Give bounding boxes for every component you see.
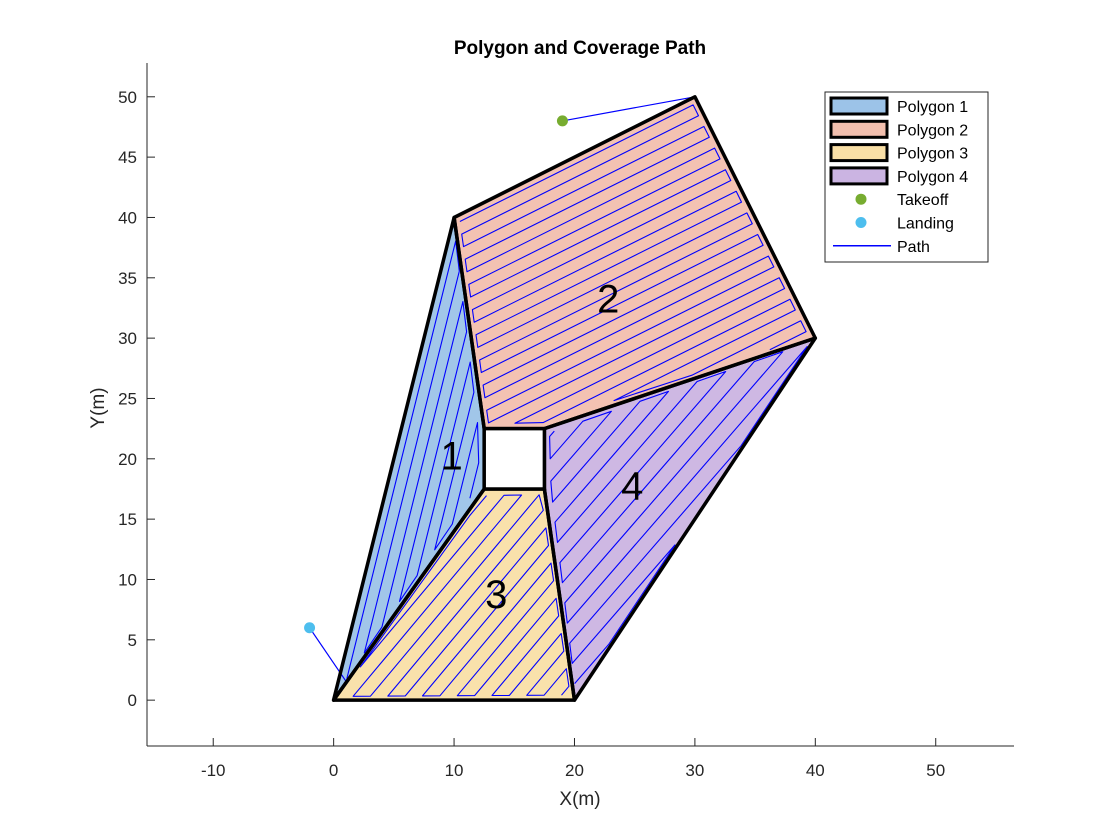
obstacle-square [482, 426, 547, 491]
y-tick-label: 10 [118, 570, 137, 589]
chart-title: Polygon and Coverage Path [454, 38, 706, 59]
y-tick-label: 5 [128, 631, 137, 650]
coverage-path-polygon-4 [549, 346, 808, 684]
y-tick-label: 30 [118, 329, 137, 348]
x-tick-label: 50 [926, 761, 945, 780]
x-axis-label: X(m) [559, 789, 600, 810]
y-tick-label: 25 [118, 389, 137, 408]
legend-swatch-polygon-4 [829, 166, 889, 186]
polygon-2-label: 2 [597, 277, 619, 321]
legend-marker-landing [855, 217, 867, 228]
legend-swatch-polygon-3 [829, 143, 889, 163]
x-tick-label: 40 [806, 761, 825, 780]
x-tick-label: 30 [685, 761, 704, 780]
legend-label-polygon-2: Polygon 2 [897, 122, 968, 139]
y-tick-label: 50 [118, 88, 137, 107]
takeoff-connector-path [562, 96, 696, 122]
polygon-1-label: 1 [441, 434, 463, 478]
landing-marker [304, 622, 316, 634]
legend-swatch-polygon-1 [829, 96, 889, 116]
polygon-4-fill [544, 338, 816, 701]
coverage-path-polygon-3 [352, 494, 570, 697]
legend-label-landing: Landing [897, 216, 954, 233]
y-tick-label: 0 [128, 691, 137, 710]
y-tick-label: 45 [118, 148, 137, 167]
legend-label-polygon-1: Polygon 1 [897, 99, 968, 116]
legend-swatch-polygon-2 [829, 119, 889, 139]
legend-label-path: Path [897, 239, 930, 256]
polygon-3-label: 3 [485, 573, 507, 617]
y-tick-label: 35 [118, 269, 137, 288]
x-tick-label: 0 [329, 761, 338, 780]
legend-label-polygon-4: Polygon 4 [897, 169, 968, 186]
y-axis-label: Y(m) [88, 387, 109, 428]
polygon-4-label: 4 [621, 465, 643, 509]
x-tick-label: 10 [445, 761, 464, 780]
legend: Polygon 1 Polygon 2 Polygon 3 Polygon 4 Take… [824, 91, 989, 263]
coverage-path-polygon-2 [459, 104, 807, 424]
x-tick-label: 20 [565, 761, 584, 780]
y-tick-label: 20 [118, 450, 137, 469]
y-tick-label: 40 [118, 208, 137, 227]
y-tick-label: 15 [118, 510, 137, 529]
legend-label-takeoff: Takeoff [897, 192, 949, 209]
x-tick-label: -10 [201, 761, 226, 780]
plot-area: 1 2 3 4 -10 0 10 20 30 40 50 0 5 10 15 20 25 30 35 40 45 50 [118, 63, 1014, 780]
takeoff-marker [556, 115, 568, 127]
coverage-path-polygon-1 [346, 240, 480, 679]
legend-label-polygon-3: Polygon 3 [897, 146, 968, 163]
legend-marker-takeoff [855, 193, 867, 205]
